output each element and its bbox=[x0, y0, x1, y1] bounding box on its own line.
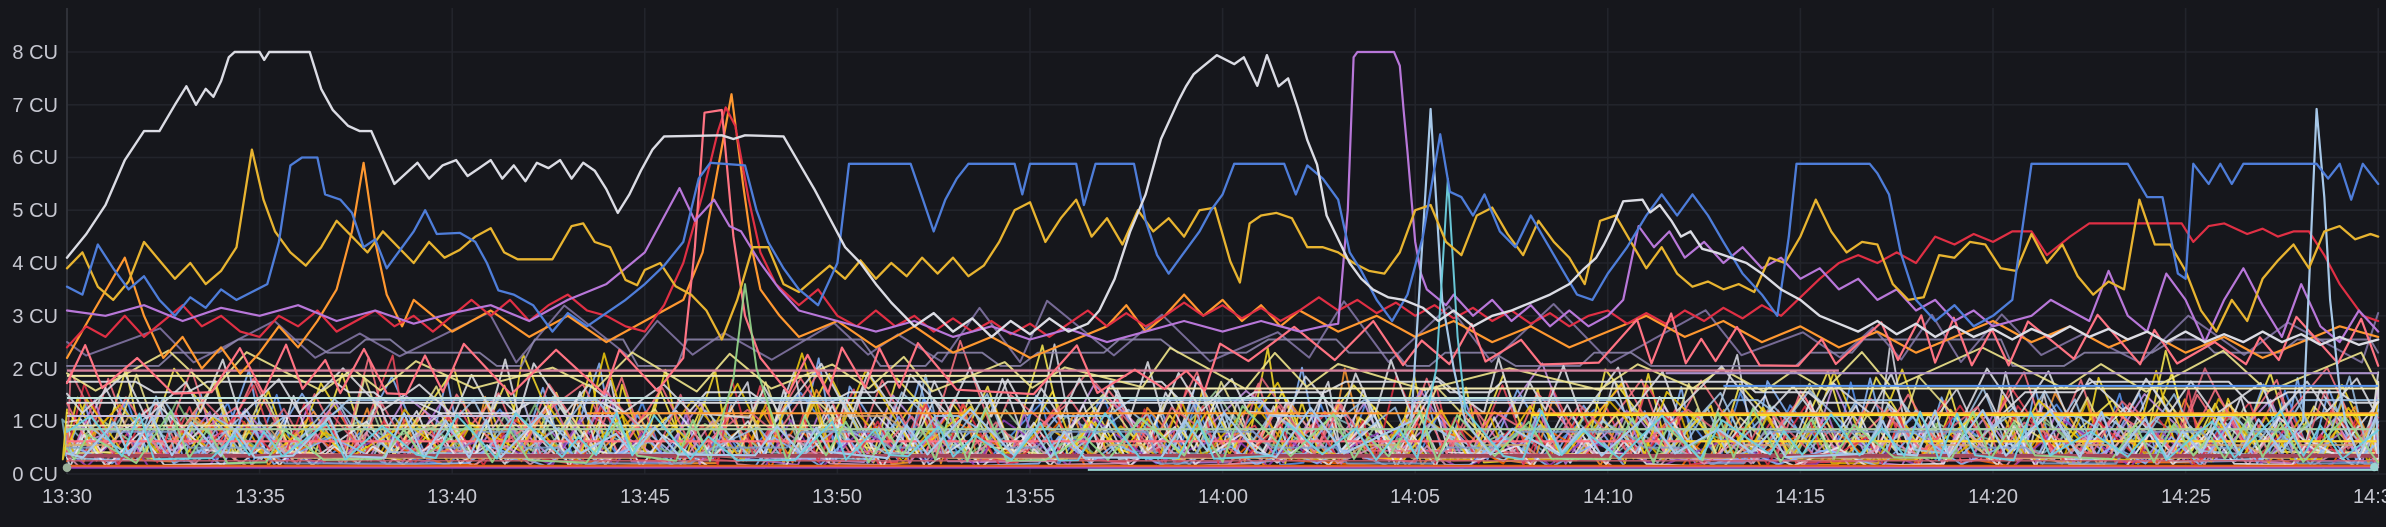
svg-text:13:50: 13:50 bbox=[812, 486, 862, 508]
svg-text:14:15: 14:15 bbox=[1775, 486, 1825, 508]
svg-text:13:40: 13:40 bbox=[427, 486, 477, 508]
svg-text:14:30: 14:30 bbox=[2353, 486, 2386, 508]
svg-text:14:05: 14:05 bbox=[1390, 486, 1440, 508]
svg-text:14:10: 14:10 bbox=[1583, 486, 1633, 508]
svg-text:13:45: 13:45 bbox=[620, 486, 670, 508]
svg-text:14:20: 14:20 bbox=[1968, 486, 2018, 508]
svg-text:4 CU: 4 CU bbox=[12, 253, 58, 275]
svg-text:1 CU: 1 CU bbox=[12, 411, 58, 433]
svg-text:0 CU: 0 CU bbox=[12, 464, 58, 486]
svg-text:7 CU: 7 CU bbox=[12, 95, 58, 117]
svg-text:5 CU: 5 CU bbox=[12, 200, 58, 222]
svg-text:3 CU: 3 CU bbox=[12, 306, 58, 328]
svg-text:2 CU: 2 CU bbox=[12, 359, 58, 381]
svg-text:13:30: 13:30 bbox=[42, 486, 92, 508]
svg-text:8 CU: 8 CU bbox=[12, 42, 58, 64]
svg-text:13:55: 13:55 bbox=[1005, 486, 1055, 508]
svg-text:14:25: 14:25 bbox=[2161, 486, 2211, 508]
svg-text:13:35: 13:35 bbox=[235, 486, 285, 508]
svg-text:6 CU: 6 CU bbox=[12, 147, 58, 169]
svg-text:14:00: 14:00 bbox=[1198, 486, 1248, 508]
